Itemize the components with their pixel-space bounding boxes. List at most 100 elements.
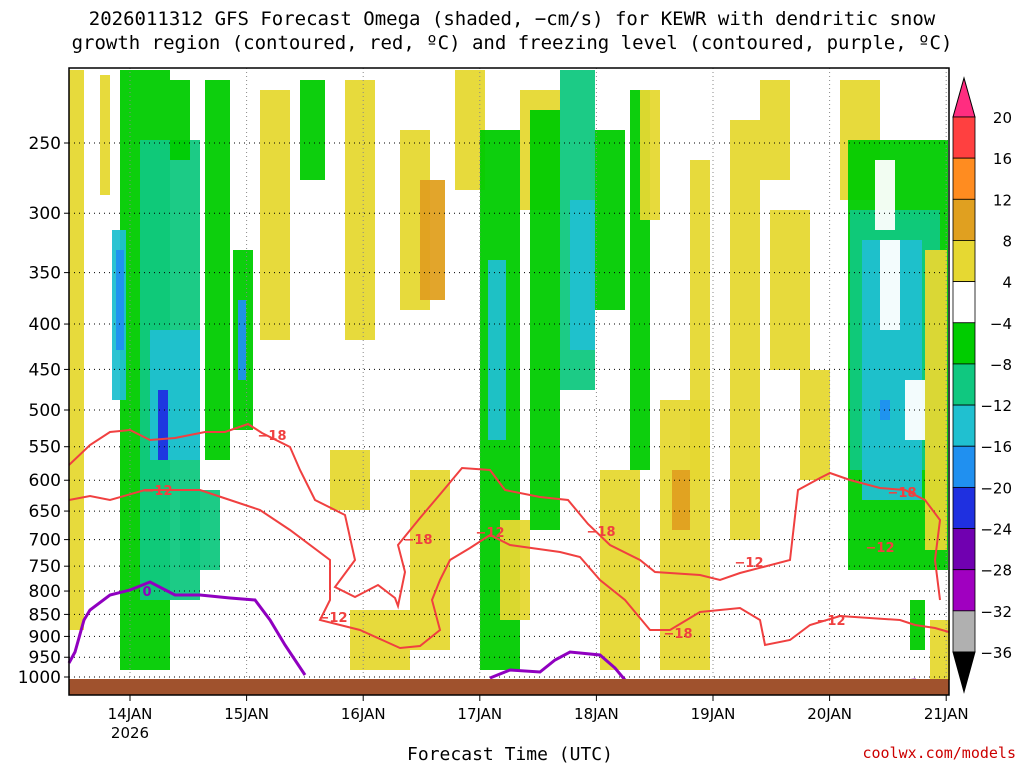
colorbar-segment — [952, 198, 976, 241]
colorbar-segment — [952, 610, 976, 653]
x-tick-label: 20JAN — [807, 705, 852, 723]
dgz-contour-label: −18 — [587, 525, 616, 540]
omega-cell — [760, 80, 790, 180]
dgz-contour-label: −18 — [258, 429, 287, 444]
omega-cell — [170, 80, 190, 160]
y-tick-label: 650 — [29, 502, 61, 522]
omega-cell — [640, 90, 660, 220]
colorbar-label: −28 — [980, 562, 1012, 580]
colorbar-label: −4 — [990, 315, 1012, 333]
y-tick-label: 450 — [29, 360, 61, 380]
omega-cell — [300, 80, 325, 180]
x-tick-label: 21JAN — [924, 705, 969, 723]
omega-cell — [730, 120, 760, 540]
omega-cell — [925, 250, 947, 550]
omega-cell — [180, 490, 220, 570]
freezing-level-line — [67, 580, 307, 676]
omega-cell — [770, 210, 810, 370]
colorbar-segment — [952, 240, 976, 283]
colorbar-label: −16 — [980, 438, 1012, 456]
y-tick-label: 1000 — [18, 668, 61, 688]
colorbar-segment — [952, 528, 976, 571]
colorbar-segment — [952, 404, 976, 447]
colorbar-label: 16 — [993, 150, 1012, 168]
colorbar-segment — [952, 569, 976, 612]
x-tick-label: 14JAN — [108, 705, 153, 723]
y-tick-label: 400 — [29, 315, 61, 335]
y-tick-label: 250 — [29, 134, 61, 154]
y-axis: 2503003504004505005506006507007508008509… — [18, 134, 69, 688]
omega-cell — [205, 80, 230, 460]
colorbar-label: −24 — [980, 521, 1012, 539]
y-tick-label: 700 — [29, 531, 61, 551]
colorbar-segment — [952, 363, 976, 406]
colorbar-label: −32 — [980, 603, 1012, 621]
x-tick-label: 16JAN — [341, 705, 386, 723]
omega-shading — [69, 70, 950, 680]
omega-cell — [880, 400, 890, 420]
omega-cell — [410, 470, 450, 650]
y-tick-label: 950 — [29, 648, 61, 668]
colorbar-segment — [952, 157, 976, 200]
y-tick-label: 300 — [29, 204, 61, 224]
omega-cell — [530, 110, 560, 530]
omega-cell — [570, 200, 595, 350]
colorbar-label: 4 — [1002, 274, 1012, 292]
omega-cell — [238, 300, 246, 380]
dgz-contour-label: −12 — [319, 611, 348, 626]
plot-frame — [68, 67, 950, 696]
dgz-contour-label: −18 — [664, 627, 693, 642]
x-tick-label: 17JAN — [457, 705, 502, 723]
omega-cell — [690, 160, 710, 480]
x-tick-label: 15JAN — [224, 705, 269, 723]
x-tick-label: 18JAN — [574, 705, 619, 723]
omega-cell — [500, 520, 530, 620]
x-tick-label: 19JAN — [691, 705, 736, 723]
y-tick-label: 550 — [29, 438, 61, 458]
y-tick-label: 350 — [29, 264, 61, 284]
chart-title-line-2: growth region (contoured, red, ºC) and f… — [71, 32, 953, 54]
dgz-contour-label: −12 — [866, 541, 895, 556]
terrain-strip — [69, 679, 949, 695]
omega-cell — [880, 240, 900, 330]
colorbar-label: 20 — [993, 109, 1012, 127]
y-tick-label: 750 — [29, 557, 61, 577]
omega-cell — [116, 250, 124, 350]
colorbar-segment — [952, 322, 976, 365]
colorbar-bottom-arrow — [952, 651, 976, 694]
y-tick-label: 900 — [29, 627, 61, 647]
omega-cell — [875, 160, 895, 230]
dendritic-growth-contours: −18 −12 −12 −18 −12 −18 −18 −12 −12 −18 −12 — [68, 422, 950, 650]
omega-cell — [595, 130, 625, 310]
colorbar: 20 16 12 8 4 −4 −8 −12 −16 −20 −24 −28 −32 −36 — [952, 76, 1012, 694]
omega-cell — [69, 70, 84, 630]
omega-cell — [600, 470, 640, 670]
omega-cell — [150, 330, 200, 460]
colorbar-label: −20 — [980, 479, 1012, 497]
colorbar-label: 8 — [1002, 232, 1012, 250]
omega-cell — [260, 90, 290, 340]
x-axis-title: Forecast Time (UTC) — [407, 744, 613, 765]
dgz-contour-label: −12 — [735, 556, 764, 571]
y-tick-label: 600 — [29, 471, 61, 491]
dgz-contour-label: −18 — [404, 533, 433, 548]
dgz-contour-line — [68, 422, 942, 610]
freezing-level-label: 0 — [142, 585, 151, 600]
omega-cell — [930, 620, 950, 680]
colorbar-label: −12 — [980, 397, 1012, 415]
freezing-level-line — [489, 650, 627, 681]
colorbar-label: −8 — [990, 356, 1012, 374]
colorbar-label: −36 — [980, 644, 1012, 662]
omega-cell — [158, 390, 168, 460]
colorbar-label: 12 — [993, 191, 1012, 209]
omega-cell — [672, 470, 690, 530]
dgz-contour-label: −18 — [888, 486, 917, 501]
credit-text: coolwx.com/models — [862, 744, 1016, 762]
x-year-label: 2026 — [111, 724, 149, 742]
omega-cell — [420, 180, 445, 300]
colorbar-segment — [952, 116, 976, 159]
plot-grid — [69, 68, 949, 695]
dgz-contour-label: −12 — [476, 526, 505, 541]
dgz-contour-label: −12 — [144, 484, 173, 499]
dgz-contour-label: −12 — [817, 614, 846, 629]
